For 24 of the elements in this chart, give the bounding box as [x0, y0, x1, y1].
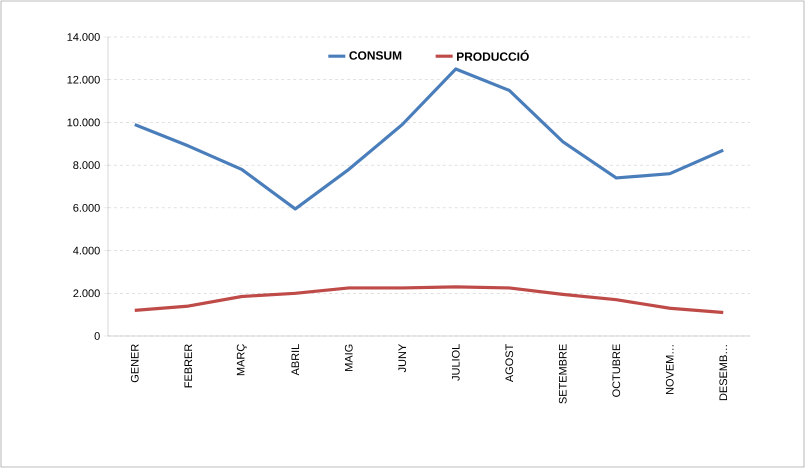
y-tick-label: 6.000	[73, 204, 100, 212]
x-tick-label: JUNY	[398, 344, 406, 372]
x-tick-label: MAIG	[344, 344, 353, 371]
y-tick-label: 10.000	[68, 118, 100, 126]
y-tick-label: 2.000	[73, 289, 100, 298]
x-tick-label: ABRIL	[291, 344, 300, 376]
x-tick-label: OCTUBRE	[612, 344, 620, 397]
line-series	[133, 285, 725, 314]
x-tick-label: JULIOL	[452, 344, 460, 381]
x-tick-label: MARÇ	[236, 344, 247, 376]
y-tick-label: 12.000	[68, 76, 100, 84]
y-tick-label: 0	[94, 332, 100, 340]
y-tick-label: 8.000	[73, 161, 100, 170]
legend-label: PRODUCCIÓ	[457, 50, 529, 61]
y-tick-label: 4.000	[73, 246, 100, 254]
legend-label: CONSUM	[349, 51, 402, 60]
x-tick-label: DESEMB…	[719, 345, 728, 400]
x-tick-label: NOVEM…	[666, 345, 674, 394]
y-tick-label: 14.000	[68, 33, 100, 41]
x-tick-label: SETEMBRE	[558, 344, 567, 404]
x-tick-label: AGOST	[505, 344, 514, 382]
x-tick-label: FEBRER	[184, 344, 192, 388]
x-tick-label: GENER	[130, 344, 139, 382]
line-series	[133, 67, 725, 211]
